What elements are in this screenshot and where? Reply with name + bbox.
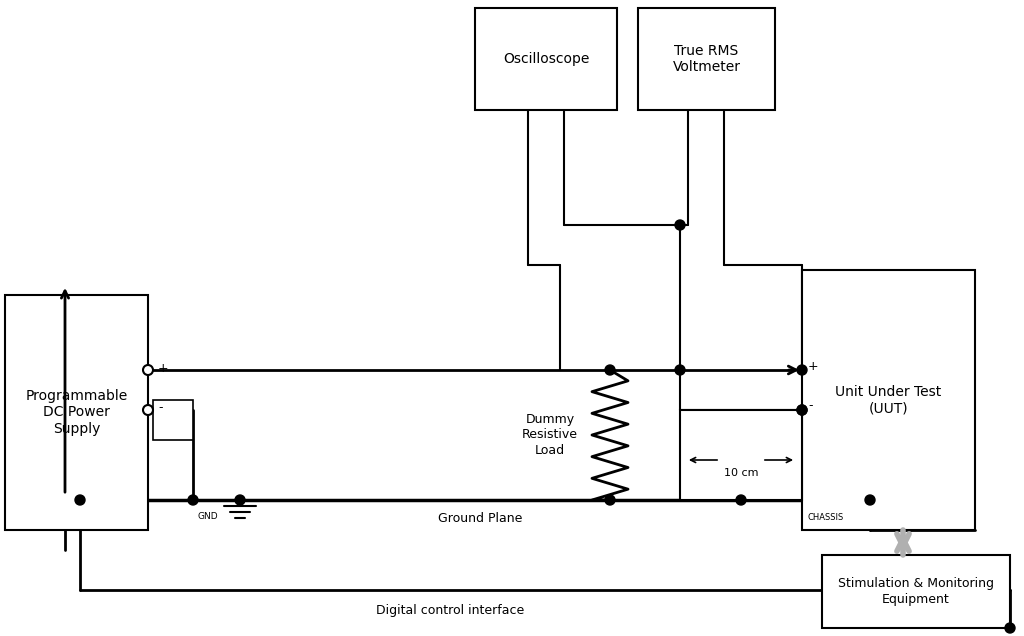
Circle shape — [797, 405, 807, 415]
Circle shape — [143, 405, 153, 415]
Bar — [153, 400, 193, 440]
Circle shape — [675, 220, 685, 230]
Circle shape — [143, 365, 153, 375]
Circle shape — [736, 495, 746, 505]
Text: GND: GND — [197, 512, 218, 521]
Text: +: + — [158, 361, 169, 375]
Circle shape — [865, 495, 874, 505]
Circle shape — [675, 365, 685, 375]
Bar — [475, 8, 617, 110]
Text: True RMS
Voltmeter: True RMS Voltmeter — [673, 44, 740, 74]
Text: Programmable
DC Power
Supply: Programmable DC Power Supply — [26, 389, 128, 436]
Circle shape — [1005, 623, 1015, 633]
Bar — [5, 295, 148, 530]
Circle shape — [605, 365, 615, 375]
Circle shape — [797, 405, 807, 415]
Text: Digital control interface: Digital control interface — [376, 604, 524, 617]
Text: 10 cm: 10 cm — [724, 468, 758, 478]
Text: -: - — [808, 399, 812, 413]
Text: CHASSIS: CHASSIS — [807, 513, 843, 522]
Circle shape — [605, 495, 615, 505]
Text: Ground Plane: Ground Plane — [438, 512, 522, 525]
Text: Unit Under Test
(UUT): Unit Under Test (UUT) — [836, 385, 942, 415]
Bar — [680, 410, 802, 500]
Circle shape — [188, 495, 198, 505]
Text: -: - — [158, 401, 163, 415]
Bar — [638, 8, 775, 110]
Circle shape — [234, 495, 245, 505]
Text: Dummy
Resistive
Load: Dummy Resistive Load — [522, 413, 578, 457]
Text: Stimulation & Monitoring
Equipment: Stimulation & Monitoring Equipment — [838, 577, 994, 605]
Circle shape — [75, 495, 85, 505]
Bar — [802, 270, 975, 530]
Circle shape — [797, 365, 807, 375]
Bar — [822, 555, 1010, 628]
Text: +: + — [808, 359, 818, 373]
Text: Oscilloscope: Oscilloscope — [503, 52, 589, 66]
